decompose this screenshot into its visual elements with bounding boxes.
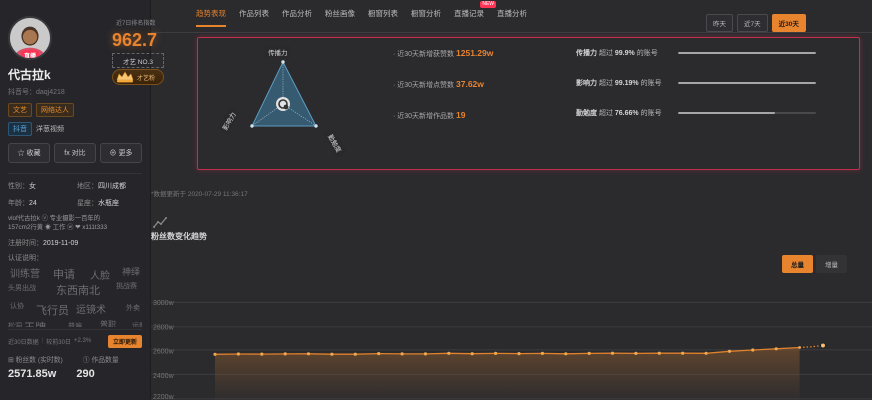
svg-text:2200w: 2200w (153, 394, 175, 400)
svg-text:2800w: 2800w (153, 325, 175, 332)
svg-text:3000w: 3000w (153, 300, 175, 307)
svg-text:2400w: 2400w (153, 373, 175, 380)
svg-text:2600w: 2600w (153, 349, 175, 356)
